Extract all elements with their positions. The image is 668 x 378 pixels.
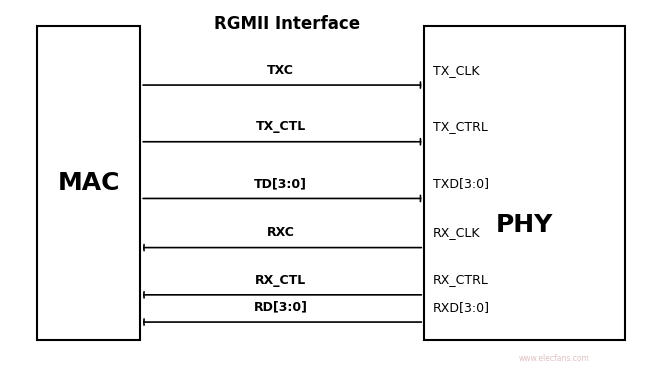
Text: TX_CLK: TX_CLK (433, 64, 480, 77)
Bar (37, 26, 140, 340)
Text: PHY: PHY (496, 213, 553, 237)
Text: RGMII Interface: RGMII Interface (214, 15, 360, 33)
Text: MAC: MAC (57, 171, 120, 195)
Text: RX_CTL: RX_CTL (255, 274, 306, 287)
Text: www.elecfans.com: www.elecfans.com (519, 354, 590, 363)
Text: RD[3:0]: RD[3:0] (254, 301, 307, 314)
Text: RX_CTRL: RX_CTRL (433, 274, 489, 287)
Text: RXD[3:0]: RXD[3:0] (433, 301, 490, 314)
Text: TD[3:0]: TD[3:0] (254, 177, 307, 190)
Text: RXC: RXC (267, 226, 295, 239)
Text: TX_CTL: TX_CTL (255, 121, 306, 133)
Text: TXC: TXC (267, 64, 294, 77)
Text: TX_CTRL: TX_CTRL (433, 121, 488, 133)
Text: TXD[3:0]: TXD[3:0] (433, 177, 489, 190)
Text: RX_CLK: RX_CLK (433, 226, 480, 239)
Bar (424, 26, 625, 340)
